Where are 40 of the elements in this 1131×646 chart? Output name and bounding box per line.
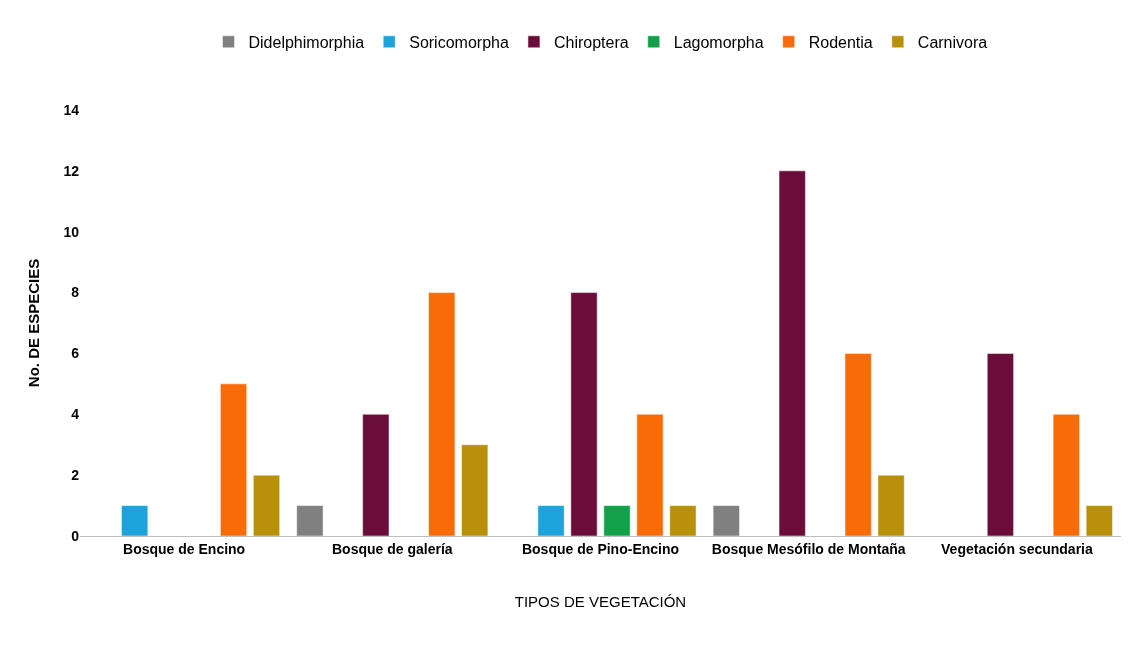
y-axis-title: No. DE ESPECIES: [24, 258, 42, 388]
bar: [121, 505, 149, 536]
y-tick-label: 12: [63, 162, 80, 179]
y-tick-label: 8: [71, 284, 80, 301]
legend-label: Soricomorpha: [409, 34, 509, 52]
bar: [570, 292, 598, 536]
x-axis-title: TIPOS DE VEGETACIÓN: [514, 592, 687, 610]
bar: [636, 414, 664, 536]
x-tick-label: Bosque de Encino: [123, 540, 246, 557]
legend-label: Carnivora: [917, 34, 988, 52]
y-tick-label: 14: [63, 101, 80, 118]
legend-label: Chiroptera: [553, 34, 629, 52]
legend-label: Lagomorpha: [673, 34, 764, 52]
y-tick-label: 6: [71, 345, 80, 362]
bar: [362, 414, 390, 536]
bar: [1052, 414, 1080, 536]
y-tick-label: 0: [71, 527, 80, 544]
bar: [877, 474, 905, 536]
legend-label: Didelphimorphia: [248, 34, 365, 52]
bar: [253, 474, 280, 536]
bar: [537, 505, 565, 536]
x-tick-label: Bosque de Pino-Encino: [521, 540, 680, 557]
bar: [428, 292, 456, 536]
bar: [220, 383, 247, 536]
x-tick-label: Vegetación secundaria: [941, 540, 1093, 557]
bar: [844, 353, 872, 536]
y-tick-label: 10: [63, 223, 80, 240]
x-tick-label: Bosque Mesófilo de Montaña: [711, 540, 906, 557]
bar: [461, 444, 489, 536]
bar: [296, 505, 324, 536]
bar: [669, 505, 697, 536]
bar: [1085, 505, 1113, 536]
bar: [712, 505, 740, 536]
bar: [603, 505, 631, 536]
legend-label: Rodentia: [808, 34, 873, 52]
bar: [986, 353, 1014, 536]
y-tick-label: 2: [71, 467, 80, 484]
x-tick-label: Bosque de galería: [332, 540, 453, 557]
y-tick-label: 4: [71, 406, 80, 423]
bar: [778, 170, 806, 536]
